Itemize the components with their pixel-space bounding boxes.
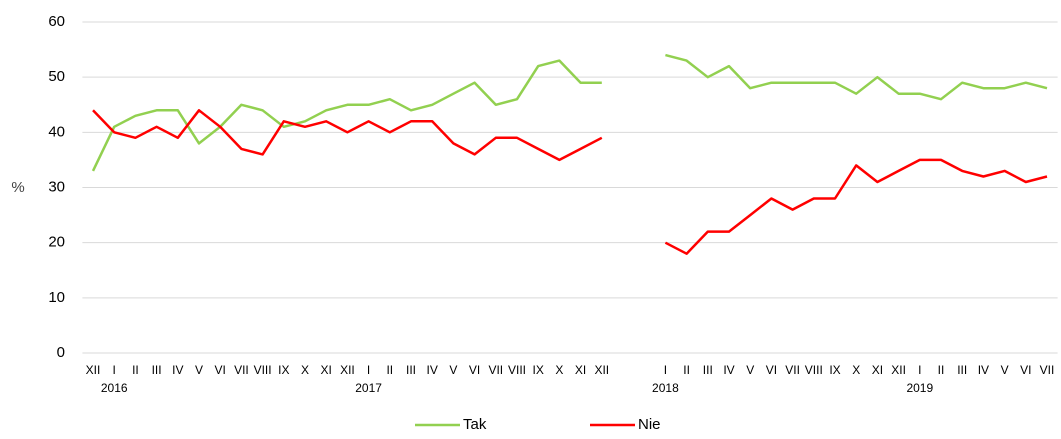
- line-series: [91, 53, 1048, 172]
- x-tick-label: VI: [766, 363, 777, 377]
- x-tick-label: VI: [1020, 363, 1031, 377]
- x-tick-label: VIII: [805, 363, 823, 377]
- x-tick-label: XII: [86, 363, 101, 377]
- x-tick-label: IV: [723, 363, 734, 377]
- x-tick-label: XI: [872, 363, 883, 377]
- line-series: [92, 109, 1048, 255]
- x-tick-label: IV: [427, 363, 438, 377]
- x-tick-label: V: [195, 363, 203, 377]
- legend-label: Tak: [463, 416, 487, 433]
- x-tick-label: II: [386, 363, 393, 377]
- x-tick-label: XI: [575, 363, 586, 377]
- x-tick-label: II: [683, 363, 690, 377]
- x-tick-label: III: [703, 363, 713, 377]
- legend-label: Nie: [638, 416, 661, 433]
- x-tick-label: I: [918, 363, 921, 377]
- x-tick-label: V: [1001, 363, 1009, 377]
- x-tick-label: VIII: [508, 363, 526, 377]
- x-tick-label: VI: [469, 363, 480, 377]
- x-tick-label: II: [132, 363, 139, 377]
- x-year-label: 2018: [652, 381, 679, 395]
- x-tick-label: IV: [978, 363, 989, 377]
- x-tick-label: VII: [488, 363, 503, 377]
- x-tick-label: VII: [234, 363, 249, 377]
- x-tick-label: XI: [321, 363, 332, 377]
- x-tick-label: XII: [891, 363, 906, 377]
- y-tick-label: 0: [57, 344, 65, 361]
- x-tick-label: V: [746, 363, 754, 377]
- x-year-label: 2017: [355, 381, 382, 395]
- x-tick-label: VII: [1040, 363, 1055, 377]
- x-tick-label: XII: [340, 363, 355, 377]
- x-tick-label: VII: [785, 363, 800, 377]
- y-axis-label: %: [11, 179, 24, 196]
- x-tick-label: X: [852, 363, 860, 377]
- y-tick-label: 30: [48, 178, 65, 195]
- x-tick-label: X: [555, 363, 563, 377]
- x-tick-label: I: [367, 363, 370, 377]
- x-tick-label: III: [406, 363, 416, 377]
- x-tick-label: III: [152, 363, 162, 377]
- x-tick-label: IX: [829, 363, 840, 377]
- x-tick-label: XII: [594, 363, 609, 377]
- x-year-label: 2019: [906, 381, 933, 395]
- x-tick-label: IV: [172, 363, 183, 377]
- x-tick-label: III: [957, 363, 967, 377]
- y-tick-label: 20: [48, 234, 65, 251]
- y-tick-label: 60: [48, 13, 65, 30]
- y-tick-label: 50: [48, 68, 65, 85]
- x-tick-label: I: [664, 363, 667, 377]
- x-tick-label: V: [449, 363, 457, 377]
- x-tick-label: I: [113, 363, 116, 377]
- y-tick-label: 40: [48, 123, 65, 140]
- x-tick-label: IX: [533, 363, 544, 377]
- x-year-label: 2016: [101, 381, 128, 395]
- x-tick-label: VI: [215, 363, 226, 377]
- y-tick-label: 10: [48, 289, 65, 306]
- x-tick-label: IX: [278, 363, 289, 377]
- x-tick-label: VIII: [254, 363, 272, 377]
- x-tick-label: II: [938, 363, 945, 377]
- x-tick-label: X: [301, 363, 309, 377]
